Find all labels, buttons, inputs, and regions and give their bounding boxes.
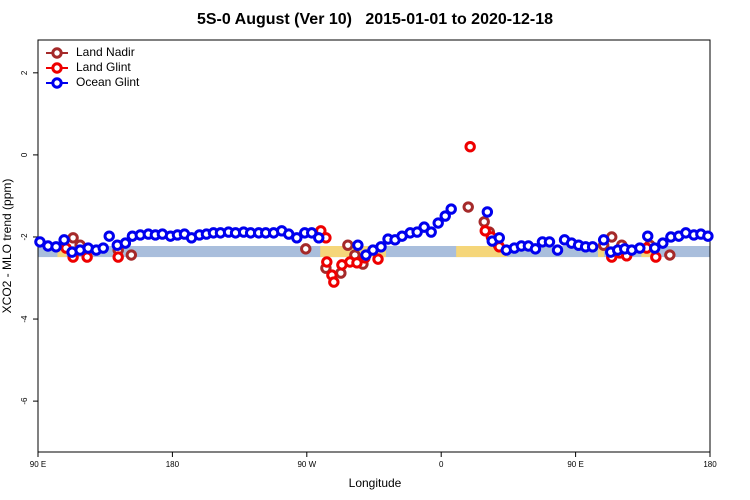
x-tick-label: 0 [439,460,444,469]
x-tick-label: 180 [166,460,180,469]
data-point [375,241,387,253]
data-point [478,216,490,228]
data-point [112,251,124,263]
surface-band-segment [598,246,604,258]
data-point [479,225,491,237]
data-point [425,226,437,238]
data-point [493,232,505,244]
data-point [462,201,474,213]
y-tick-label: -2 [20,233,29,241]
data-point [481,206,494,218]
data-point [125,249,138,261]
x-tick-label: 90 W [297,460,316,469]
legend-marker [51,47,63,59]
y-tick-label: 0 [20,152,29,157]
data-point [543,236,556,248]
data-point [58,234,70,246]
data-point [432,217,444,229]
data-point [464,140,476,153]
y-tick-label: -6 [20,397,29,405]
data-point [445,203,457,215]
data-point [328,276,340,288]
data-point [597,234,610,246]
data-point [634,242,646,254]
legend-marker [51,77,63,89]
data-point [67,232,79,244]
data-point [300,243,312,255]
legend-marker [51,62,63,74]
legend-label: Land Glint [76,60,131,74]
chart-title: 5S-0 August (Ver 10) 2015-01-01 to 2020-… [197,11,553,28]
data-point [650,251,662,263]
data-point [649,242,661,254]
data-point [97,242,109,254]
x-tick-label: 180 [703,460,717,469]
data-point [342,239,354,251]
x-tick-label: 90 E [567,460,583,469]
y-tick-label: -4 [20,315,29,323]
legend-label: Land Nadir [76,45,135,59]
data-point [657,237,669,249]
y-tick-label: 2 [20,70,29,75]
surface-band-segment [456,246,507,258]
data-point [702,230,714,242]
data-point [372,253,384,265]
data-point [291,232,303,244]
y-axis-label: XCO2 - MLO trend (ppm) [0,179,14,314]
data-point [551,244,564,256]
data-point [352,239,364,251]
data-point [439,210,451,222]
x-axis-label: Longitude [349,476,402,490]
data-point [642,230,654,242]
data-point [351,257,363,269]
data-point [313,232,325,244]
data-point [586,241,599,253]
legend-label: Ocean Glint [76,75,140,89]
x-tick-label: 90 E [30,460,46,469]
data-point [103,230,115,242]
data-point [50,241,62,253]
data-point [119,237,132,249]
data-point [81,251,93,263]
data-point [529,243,542,255]
data-point [664,249,676,261]
data-point [321,256,333,268]
